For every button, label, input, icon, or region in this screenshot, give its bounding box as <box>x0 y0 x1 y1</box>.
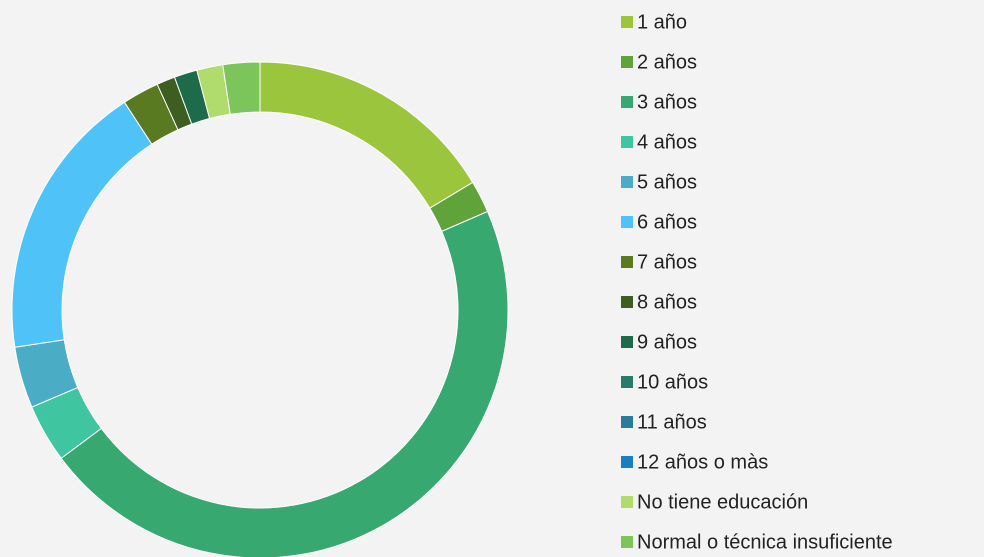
legend-swatch <box>621 416 633 428</box>
legend-swatch <box>621 136 633 148</box>
legend-label: 10 años <box>637 371 708 393</box>
legend-swatch <box>621 456 633 468</box>
legend-label: 3 años <box>637 91 697 113</box>
donut-slice <box>60 210 509 557</box>
legend-label: 2 años <box>637 51 697 73</box>
legend-label: 8 años <box>637 291 697 313</box>
legend-swatch <box>621 56 633 68</box>
legend-swatch <box>621 376 633 388</box>
legend-label: Normal o técnica insuficiente <box>637 531 893 553</box>
legend-swatch <box>621 336 633 348</box>
legend-swatch <box>621 16 633 28</box>
legend-label: 11 años <box>637 411 707 433</box>
legend-label: 1 año <box>637 11 687 33</box>
legend-label: 9 años <box>637 331 697 353</box>
legend-label: 12 años o màs <box>637 451 768 473</box>
legend-label: No tiene educación <box>637 491 808 513</box>
legend-swatch <box>621 216 633 228</box>
donut-slice <box>259 61 474 209</box>
donut-slice <box>11 101 153 348</box>
legend-swatch <box>621 496 633 508</box>
legend-label: 4 años <box>637 131 697 153</box>
legend-label: 7 años <box>637 251 697 273</box>
donut-slice <box>222 61 261 115</box>
legend-swatch <box>621 296 633 308</box>
legend-swatch <box>621 96 633 108</box>
legend-label: 5 años <box>637 171 697 193</box>
legend-swatch <box>621 176 633 188</box>
legend-swatch <box>621 256 633 268</box>
legend-label: 6 años <box>637 211 697 233</box>
legend-swatch <box>621 536 633 548</box>
